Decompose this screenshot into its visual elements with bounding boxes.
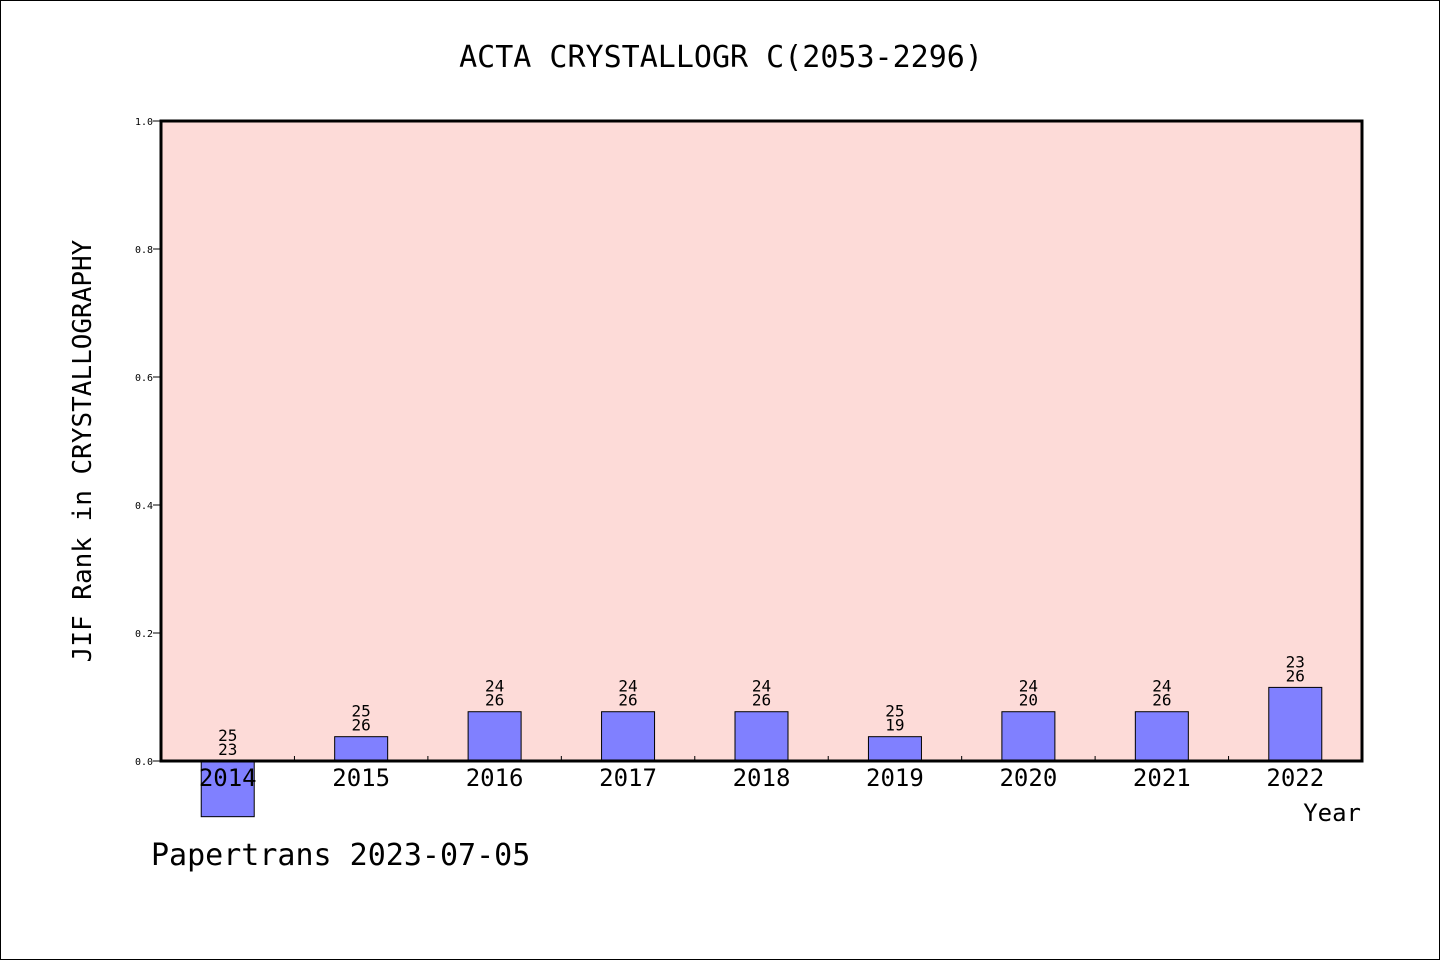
x-tick-label: 2018 bbox=[733, 764, 791, 792]
x-tick-label: 2019 bbox=[866, 764, 924, 792]
x-tick-label: 2021 bbox=[1133, 764, 1191, 792]
bar-label-total: 20 bbox=[1019, 691, 1038, 710]
x-tick-label: 2022 bbox=[1266, 764, 1324, 792]
x-axis-label: Year bbox=[1303, 799, 1361, 827]
y-tick-label: 0.2 bbox=[135, 629, 153, 640]
bar-2022 bbox=[1268, 686, 1323, 762]
y-tick-label: 0.8 bbox=[135, 245, 153, 256]
bar-2017 bbox=[601, 711, 656, 762]
footer-date-stamp: Papertrans 2023-07-05 bbox=[151, 838, 530, 873]
bar-label-rank: 24 bbox=[752, 677, 771, 696]
bar-label-rank: 25 bbox=[218, 726, 237, 745]
bar-label-total: 26 bbox=[1286, 666, 1305, 685]
plot-border bbox=[159, 119, 1364, 763]
x-tick-label: 2020 bbox=[999, 764, 1057, 792]
bar-label-rank: 23 bbox=[1286, 652, 1305, 671]
x-tick-label: 2017 bbox=[599, 764, 657, 792]
plot-area bbox=[161, 121, 1362, 761]
bar-label-rank: 25 bbox=[885, 702, 904, 721]
chart-title: ACTA CRYSTALLOGR C(2053-2296) bbox=[459, 40, 983, 75]
bar-label-rank: 25 bbox=[352, 702, 371, 721]
bars-group bbox=[200, 686, 1323, 818]
bar-label-total: 26 bbox=[352, 716, 371, 735]
bar-label-rank: 24 bbox=[618, 677, 637, 696]
y-tick-label: 0.0 bbox=[135, 757, 153, 768]
y-tick-label: 0.4 bbox=[135, 501, 153, 512]
bar-label-total: 23 bbox=[218, 740, 237, 759]
bar-label-total: 26 bbox=[618, 691, 637, 710]
bar-2020 bbox=[1001, 711, 1056, 762]
bar-label-rank: 24 bbox=[1019, 677, 1038, 696]
bar-2016 bbox=[467, 711, 522, 762]
y-axis-ticks: 0.0 0.2 0.4 0.6 0.8 1.0 bbox=[135, 117, 161, 768]
bar-2019 bbox=[867, 736, 922, 762]
x-tick-label: 2015 bbox=[332, 764, 390, 792]
bar-label-total: 19 bbox=[885, 716, 904, 735]
bar-label-rank: 24 bbox=[1152, 677, 1171, 696]
y-axis-label: JIF Rank in CRYSTALLOGRAPHY bbox=[68, 239, 98, 662]
y-tick-label: 1.0 bbox=[135, 117, 153, 128]
bar-label-total: 26 bbox=[752, 691, 771, 710]
bar-label-rank: 24 bbox=[485, 677, 504, 696]
bar-2015 bbox=[334, 736, 389, 762]
bar-2014 bbox=[200, 760, 255, 818]
bar-label-total: 26 bbox=[485, 691, 504, 710]
bar-2021 bbox=[1134, 711, 1189, 762]
x-tick-label: 2016 bbox=[466, 764, 524, 792]
bar-label-total: 26 bbox=[1152, 691, 1171, 710]
bar-labels-group: 2014252320152526201624262017242620182426… bbox=[199, 652, 1324, 792]
x-tick-label: 2014 bbox=[199, 764, 257, 792]
bar-2018 bbox=[734, 711, 789, 762]
y-tick-label: 0.6 bbox=[135, 373, 153, 384]
